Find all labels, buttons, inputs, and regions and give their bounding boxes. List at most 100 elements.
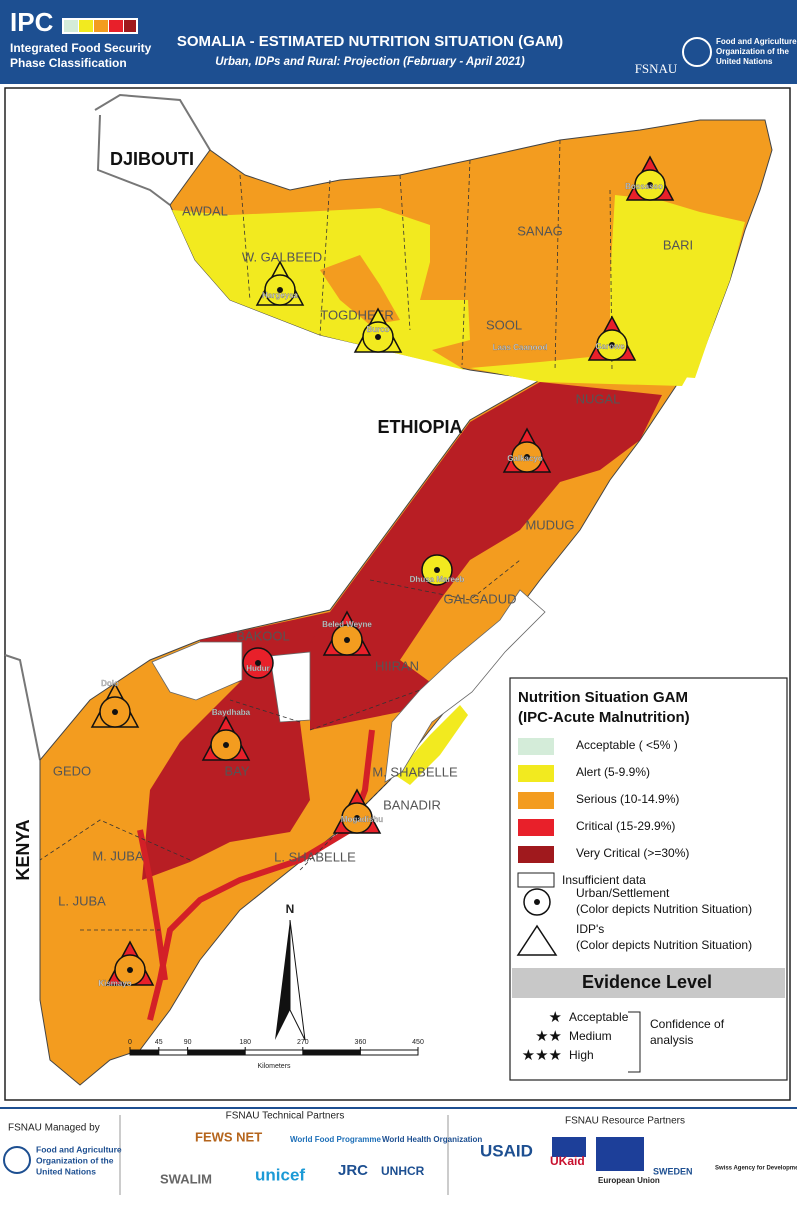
fao-logo (682, 37, 712, 67)
urban-dot (223, 742, 229, 748)
partner-name: unicef (255, 1165, 305, 1184)
region-label: BAKOOL (236, 628, 289, 643)
critical-area (310, 382, 662, 730)
alert-area (395, 705, 468, 785)
legend-urban-dot (534, 899, 540, 905)
urban-dot (434, 567, 440, 573)
fao-footer-name: United Nations (36, 1166, 96, 1176)
country-label: DJIBOUTI (110, 149, 194, 169)
partner-name: World Health Organization (382, 1135, 482, 1144)
confidence-label: Confidence of (650, 1017, 725, 1031)
town-label: Burco (366, 325, 389, 334)
town-label: Kismayo (98, 979, 131, 988)
legend-idp (516, 924, 558, 956)
town-label: Laas Caanood (493, 343, 548, 352)
partner-name: UNHCR (381, 1164, 425, 1178)
country-label: KENYA (13, 819, 33, 880)
partner-name: JRC (338, 1162, 368, 1179)
region-label: BARI (663, 237, 693, 252)
ipc-org: Phase Classification (10, 56, 127, 70)
partner-name: USAID (480, 1141, 533, 1160)
legend-label: Alert (5-9.9%) (576, 765, 650, 779)
scale-label: 360 (355, 1039, 367, 1046)
alert-area (320, 255, 400, 325)
bracket (628, 1011, 641, 1073)
north-arrow (289, 919, 306, 1041)
region-label: BANADIR (383, 797, 441, 812)
town-label: Garowe (595, 342, 625, 351)
region-label: AWDAL (182, 203, 228, 218)
town-label: Dolo (101, 679, 119, 688)
ipc-swatch (94, 20, 108, 32)
region-label: W. GALBEED (242, 249, 322, 264)
scale-label: 270 (297, 1039, 309, 1046)
district-boundary (39, 139, 613, 931)
urban-dot (112, 709, 118, 715)
legend-swatch (517, 872, 555, 888)
partner-name: Swiss Agency for Development and Coopera… (715, 1166, 797, 1172)
north-arrow (275, 920, 290, 1040)
fao-footer-name: Organization of the (36, 1155, 114, 1165)
legend-label: Serious (10-14.9%) (576, 792, 679, 806)
region-label: M. SHABELLE (372, 764, 458, 779)
town-label: Dhusa Mareeb (410, 575, 465, 584)
town-label: Hargeysa (262, 291, 299, 300)
urban-dot (647, 182, 653, 188)
evidence-band (512, 968, 785, 998)
footer-heading: FSNAU Technical Partners (226, 1111, 345, 1122)
ipc-swatch (109, 20, 123, 32)
scale-segment (187, 1050, 246, 1055)
legend-label: Acceptable ( <5% ) (576, 738, 678, 752)
alert-area (172, 208, 470, 370)
evidence-stars: ★★ (535, 1028, 562, 1045)
footer-heading: FSNAU Managed by (8, 1123, 100, 1134)
alert-area (470, 356, 690, 386)
scale-segment (302, 1050, 361, 1055)
town-label: Bossasso (625, 182, 663, 191)
legend-label: (Color depicts Nutrition Situation) (576, 938, 752, 952)
legend-label: Critical (15-29.9%) (576, 819, 675, 833)
evidence-label: Acceptable (569, 1010, 629, 1024)
legend-label: Urban/Settlement (576, 886, 670, 900)
legend-swatch (518, 792, 554, 809)
country-label: ETHIOPIA (377, 417, 462, 437)
evidence-title: Evidence Level (582, 972, 712, 992)
evidence-label: Medium (569, 1029, 612, 1043)
ipc-org: Integrated Food Security (10, 41, 152, 55)
fao-footer-logo (3, 1146, 31, 1174)
legend-swatch (518, 819, 554, 836)
fao-name: Organization of the (716, 47, 789, 56)
ipc-swatch (124, 20, 136, 32)
partner-name: UKaid (550, 1154, 585, 1168)
ipc-logo: IPC (10, 7, 54, 37)
legend-box (509, 677, 788, 1081)
evidence-stars: ★★★ (522, 1047, 562, 1064)
legend-title: (IPC-Acute Malnutrition) (518, 709, 690, 726)
region-label: SOOL (486, 317, 522, 332)
region-label: GALGADUD (444, 591, 517, 606)
region-label: M. JUBA (92, 848, 144, 863)
scale-segment (130, 1050, 159, 1055)
fao-footer-name: Food and Agriculture (36, 1144, 122, 1154)
fao-name: United Nations (716, 57, 773, 66)
urban-dot (344, 637, 350, 643)
country-border (4, 93, 211, 761)
map-subtitle: Urban, IDPs and Rural: Projection (Febru… (215, 56, 525, 68)
urban-dot (375, 334, 381, 340)
header-band (0, 0, 797, 84)
legend-title: Nutrition Situation GAM (518, 689, 688, 706)
map-title: SOMALIA - ESTIMATED NUTRITION SITUATION … (177, 33, 563, 50)
no-data-area (384, 589, 546, 783)
legend-swatch (518, 765, 554, 782)
urban-dot (524, 454, 530, 460)
partner-name: SWALIM (160, 1171, 212, 1186)
legend-swatch (518, 846, 554, 863)
legend-label: Very Critical (>=30%) (576, 846, 689, 860)
urban-dot (255, 660, 261, 666)
region-label: BAY (224, 763, 249, 778)
town-label: Hudur (246, 664, 270, 673)
urban-dot (609, 342, 615, 348)
region-label: SANAG (517, 223, 563, 238)
region-label: L. SHABELLE (274, 849, 356, 864)
